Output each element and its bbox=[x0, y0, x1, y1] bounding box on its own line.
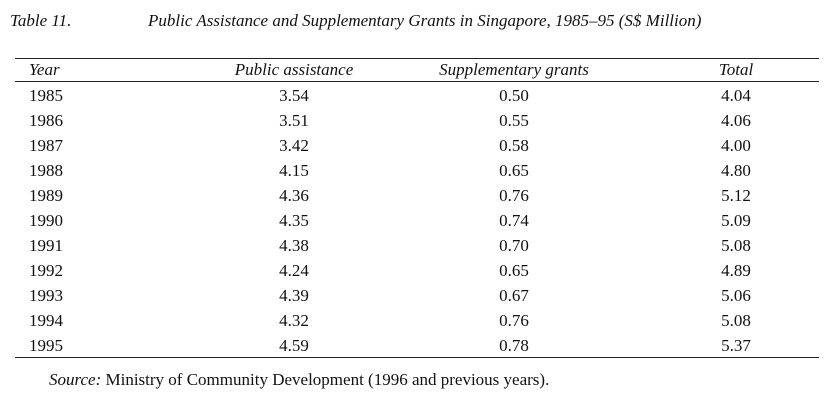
source-text: Ministry of Community Development (1996 … bbox=[105, 370, 550, 389]
cell-supplementary-grants: 0.74 bbox=[499, 211, 529, 230]
top-rule bbox=[15, 58, 819, 59]
cell-supplementary-grants: 0.67 bbox=[499, 286, 529, 305]
cell-public-assistance: 4.35 bbox=[279, 211, 309, 230]
cell-public-assistance: 4.15 bbox=[279, 161, 309, 180]
cell-public-assistance: 4.24 bbox=[279, 261, 309, 280]
table-row: 1989 4.36 0.76 5.12 bbox=[15, 183, 833, 208]
cell-year: 1987 bbox=[29, 136, 63, 155]
header-total: Total bbox=[718, 60, 754, 79]
table-row: 1988 4.15 0.65 4.80 bbox=[15, 158, 833, 183]
header-public-assistance: Public assistance bbox=[234, 60, 354, 79]
data-table: Year Public assistance Supplementary gra… bbox=[15, 58, 833, 358]
header-year: Year bbox=[29, 60, 60, 79]
table-body: 1985 3.54 0.50 4.04 1986 3.51 0.55 4.06 1987 3.42… bbox=[15, 81, 833, 358]
cell-public-assistance: 4.39 bbox=[279, 286, 309, 305]
cell-public-assistance: 4.36 bbox=[279, 186, 309, 205]
cell-year: 1991 bbox=[29, 236, 63, 255]
table-row: 1991 4.38 0.70 5.08 bbox=[15, 233, 833, 258]
cell-total: 5.09 bbox=[721, 211, 751, 230]
table-title: Public Assistance and Supplementary Gran… bbox=[148, 11, 702, 30]
cell-supplementary-grants: 0.58 bbox=[499, 136, 529, 155]
cell-year: 1989 bbox=[29, 186, 63, 205]
cell-supplementary-grants: 0.65 bbox=[499, 261, 529, 280]
cell-total: 4.89 bbox=[721, 261, 751, 280]
bottom-rule bbox=[15, 357, 819, 358]
table-row: 1994 4.32 0.76 5.08 bbox=[15, 308, 833, 333]
table-row: 1987 3.42 0.58 4.00 bbox=[15, 133, 833, 158]
cell-year: 1995 bbox=[29, 336, 63, 355]
table-number: Table 11. bbox=[10, 11, 72, 30]
cell-public-assistance: 4.38 bbox=[279, 236, 309, 255]
cell-supplementary-grants: 0.76 bbox=[499, 186, 529, 205]
cell-year: 1988 bbox=[29, 161, 63, 180]
cell-total: 5.06 bbox=[721, 286, 751, 305]
table-caption: Table 11. Public Assistance and Suppleme… bbox=[10, 8, 823, 34]
cell-year: 1985 bbox=[29, 86, 63, 105]
table-row: 1992 4.24 0.65 4.89 bbox=[15, 258, 833, 283]
table-row: 1990 4.35 0.74 5.09 bbox=[15, 208, 833, 233]
cell-total: 5.12 bbox=[721, 186, 751, 205]
cell-supplementary-grants: 0.70 bbox=[499, 236, 529, 255]
cell-total: 4.80 bbox=[721, 161, 751, 180]
cell-public-assistance: 3.51 bbox=[279, 111, 309, 130]
cell-total: 4.06 bbox=[721, 111, 751, 130]
cell-supplementary-grants: 0.50 bbox=[499, 86, 529, 105]
cell-year: 1990 bbox=[29, 211, 63, 230]
cell-year: 1993 bbox=[29, 286, 63, 305]
table-row: 1993 4.39 0.67 5.06 bbox=[15, 283, 833, 308]
header-row: Year Public assistance Supplementary gra… bbox=[15, 58, 833, 81]
cell-supplementary-grants: 0.76 bbox=[499, 311, 529, 330]
cell-public-assistance: 3.42 bbox=[279, 136, 309, 155]
cell-year: 1994 bbox=[29, 311, 63, 330]
header-supplementary-grants: Supplementary grants bbox=[439, 60, 589, 79]
table-row: 1985 3.54 0.50 4.04 bbox=[15, 81, 833, 108]
cell-public-assistance: 4.59 bbox=[279, 336, 309, 355]
cell-year: 1986 bbox=[29, 111, 63, 130]
cell-total: 5.08 bbox=[721, 236, 751, 255]
cell-total: 4.04 bbox=[721, 86, 751, 105]
source-label: Source: bbox=[49, 370, 102, 389]
cell-supplementary-grants: 0.65 bbox=[499, 161, 529, 180]
table-row: 1995 4.59 0.78 5.37 bbox=[15, 333, 833, 358]
cell-total: 5.08 bbox=[721, 311, 751, 330]
source-note: Source: Ministry of Community Developmen… bbox=[49, 369, 549, 391]
cell-year: 1992 bbox=[29, 261, 63, 280]
cell-supplementary-grants: 0.78 bbox=[499, 336, 529, 355]
table-header: Year Public assistance Supplementary gra… bbox=[15, 58, 833, 81]
cell-public-assistance: 4.32 bbox=[279, 311, 309, 330]
cell-total: 4.00 bbox=[721, 136, 751, 155]
cell-supplementary-grants: 0.55 bbox=[499, 111, 529, 130]
table-row: 1986 3.51 0.55 4.06 bbox=[15, 108, 833, 133]
header-rule bbox=[15, 81, 819, 82]
cell-public-assistance: 3.54 bbox=[279, 86, 309, 105]
cell-total: 5.37 bbox=[721, 336, 751, 355]
